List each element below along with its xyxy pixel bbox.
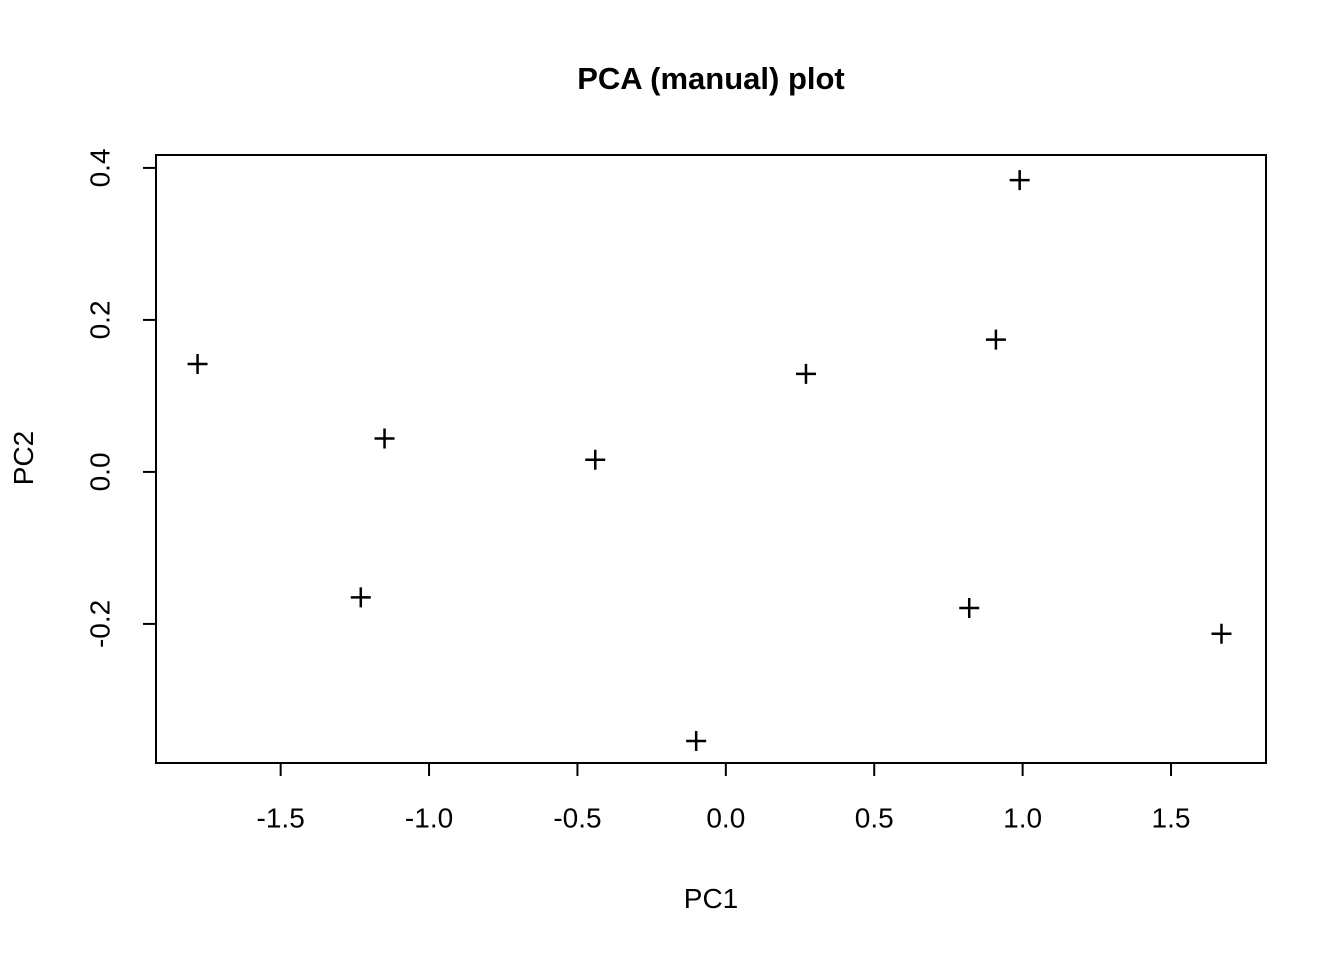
x-axis-tick-label: -1.5 (257, 803, 305, 834)
x-axis-tick-label: 1.0 (1003, 803, 1042, 834)
x-axis-title: PC1 (683, 883, 739, 914)
chart-title: PCA (manual) plot (577, 61, 845, 96)
data-point-marker (350, 587, 371, 608)
y-axis-tick-label: 0.4 (85, 148, 116, 187)
y-axis-tick-label: 0.2 (85, 300, 116, 339)
data-point-marker (374, 428, 395, 449)
data-point-marker (795, 363, 816, 384)
y-axis-title: PC2 (8, 430, 39, 486)
x-axis-tick-label: 0.0 (706, 803, 745, 834)
data-point-marker (187, 354, 208, 374)
y-axis-tick-label: 0.0 (85, 452, 116, 491)
plot-border (155, 154, 1267, 764)
data-point-marker (959, 597, 980, 618)
x-axis-tick-label: 1.5 (1152, 803, 1191, 834)
x-axis-tick-label: -1.0 (405, 803, 453, 834)
x-axis-tick-label: 0.5 (855, 803, 894, 834)
data-point-marker (1211, 623, 1232, 644)
data-point-marker (1009, 170, 1030, 191)
data-point-marker (985, 329, 1006, 350)
data-point-marker (686, 730, 707, 751)
y-axis-tick-label: -0.2 (85, 600, 116, 648)
x-axis-tick-label: -0.5 (553, 803, 601, 834)
data-point-marker (585, 449, 606, 470)
